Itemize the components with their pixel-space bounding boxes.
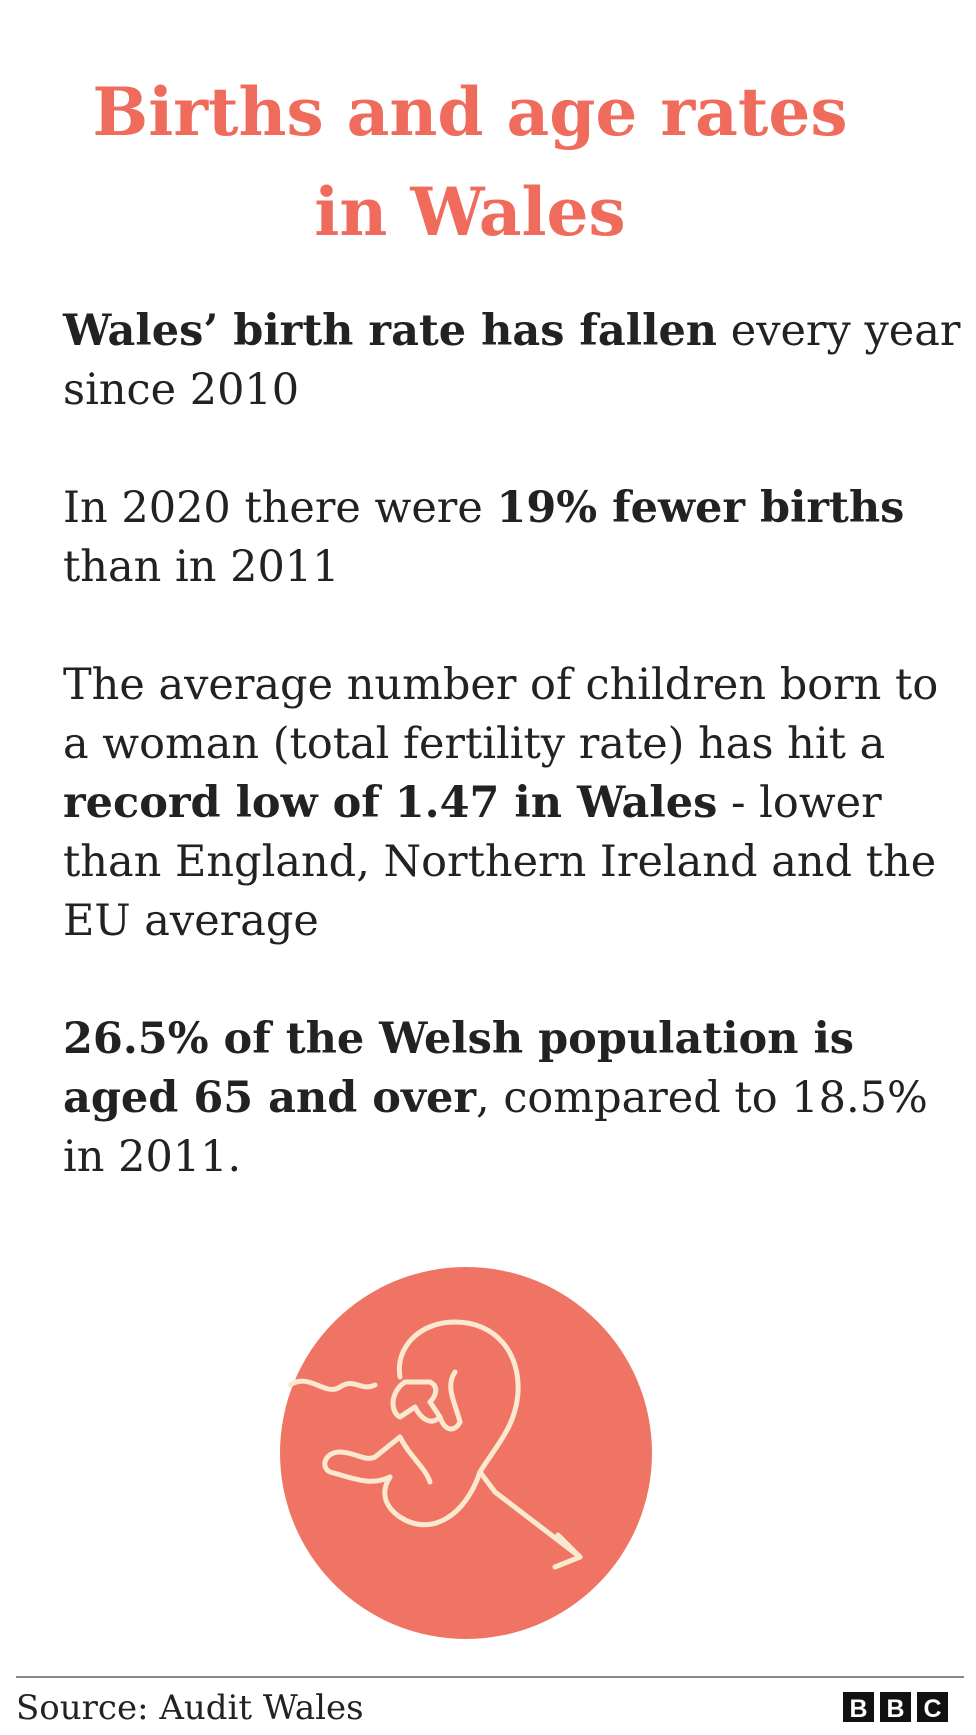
text: every year since 2010 (63, 306, 961, 415)
paragraph: Wales’ birth rate has fallen every year … (63, 302, 963, 420)
title-line: in Wales (314, 173, 626, 251)
bbc-logo: BBC (843, 1692, 948, 1722)
logo-text: BBC (849, 1695, 941, 1722)
bold-text: record low of 1.47 in Wales (63, 778, 718, 828)
text: The average number of children born to a… (63, 660, 939, 769)
paragraph: 26.5% of the Welsh population is aged 65… (63, 1010, 963, 1187)
text: - lower than England, Northern Ireland a… (63, 778, 937, 946)
bold-text: 26.5% of the Welsh population is aged 65… (63, 1014, 855, 1123)
paragraph: The average number of children born to a… (63, 656, 963, 951)
title-line: Births and age rates (92, 73, 848, 151)
title: Births and age rates in Wales (0, 62, 940, 262)
text: In 2020 there were (63, 483, 497, 533)
text: , compared to 18.5% in 2011. (63, 1073, 928, 1182)
body-text: Wales’ birth rate has fallen every year … (63, 302, 963, 1246)
fetus-icon (280, 1267, 652, 1639)
paragraph: In 2020 there were 19% fewer births than… (63, 479, 963, 597)
text: than in 2011 (63, 542, 340, 592)
bold-text: Wales’ birth rate has fallen (63, 306, 718, 356)
divider (16, 1676, 964, 1678)
source: Source: Audit Wales (16, 1688, 364, 1728)
bold-text: 19% fewer births (496, 483, 905, 533)
